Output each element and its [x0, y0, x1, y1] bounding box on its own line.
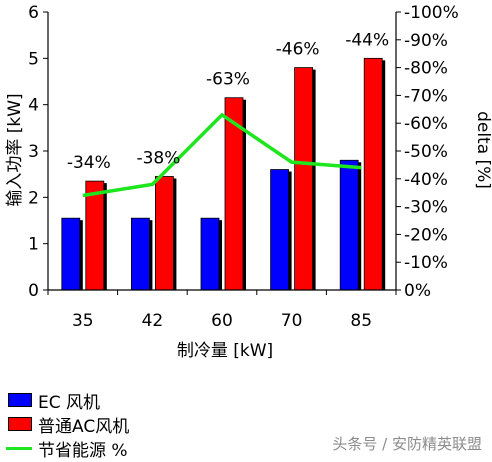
bar-ec — [61, 217, 81, 291]
bar-ac — [85, 180, 105, 291]
y2-tick-label: -70% — [404, 86, 448, 106]
bar-ac — [294, 67, 314, 291]
y-tick-label: 2 — [28, 188, 39, 208]
x-tick-label: 35 — [72, 311, 94, 331]
x-axis-label: 制冷量 [kW] — [177, 341, 273, 361]
y-tick-label: 1 — [28, 235, 39, 255]
data-label: -46% — [276, 40, 320, 60]
bar-ac — [154, 176, 174, 291]
y2-tick-label: -10% — [404, 253, 448, 273]
legend-swatch-saving — [6, 446, 32, 450]
data-label: -34% — [67, 153, 111, 173]
y2-axis-label: delta [%] — [473, 111, 492, 189]
y-tick-label: 6 — [28, 3, 39, 23]
y-tick-label: 3 — [28, 142, 39, 162]
x-tick-label: 70 — [281, 311, 303, 331]
bar-ec — [200, 217, 220, 291]
x-tick-label: 85 — [350, 311, 372, 331]
legend-label-ec: EC 风机 — [38, 392, 101, 413]
legend-item-ec: EC 风机 — [8, 388, 129, 413]
y2-tick-label: -30% — [404, 198, 448, 218]
legend-label-ac: 普通AC风机 — [38, 416, 130, 437]
legend-swatch-ac — [8, 417, 32, 431]
y-tick-label: 0 — [28, 281, 39, 301]
y2-tick-label: -40% — [404, 170, 448, 190]
bar-ec — [339, 159, 359, 291]
legend-swatch-ec — [8, 393, 32, 407]
y-axis-label: 输入功率 [kW] — [5, 93, 25, 206]
plot-area: 0 1 2 3 4 5 6 0% -10% -20% -30% -40% -50% -60% -70% -80… — [28, 3, 459, 331]
y-tick-label: 4 — [28, 96, 39, 116]
y2-tick-label: -80% — [404, 59, 448, 79]
data-label: -63% — [206, 70, 250, 90]
data-label: -38% — [136, 148, 180, 168]
y2-tick-label: -100% — [404, 3, 459, 23]
y2-tick-label: -20% — [404, 225, 448, 245]
data-label: -44% — [345, 30, 389, 50]
y2-tick-label: 0% — [404, 281, 431, 301]
x-tick-label: 60 — [211, 311, 233, 331]
watermark: 头条号 / 安防精英联盟 — [332, 435, 482, 453]
legend-item-saving: 节省能源 % — [6, 436, 129, 461]
bar-ec — [270, 169, 290, 291]
y-tick-label: 5 — [28, 49, 39, 69]
y2-tick-label: -60% — [404, 114, 448, 134]
saving-line — [82, 112, 362, 198]
x-tick-label: 42 — [142, 311, 164, 331]
y2-tick-label: -50% — [404, 142, 448, 162]
bar-ac — [363, 57, 383, 291]
legend-item-ac: 普通AC风机 — [8, 412, 130, 437]
bar-ec — [130, 217, 150, 291]
legend: EC 风机 普通AC风机 节省能源 % — [6, 388, 130, 461]
y2-tick-label: -90% — [404, 31, 448, 51]
legend-label-saving: 节省能源 % — [38, 440, 128, 461]
